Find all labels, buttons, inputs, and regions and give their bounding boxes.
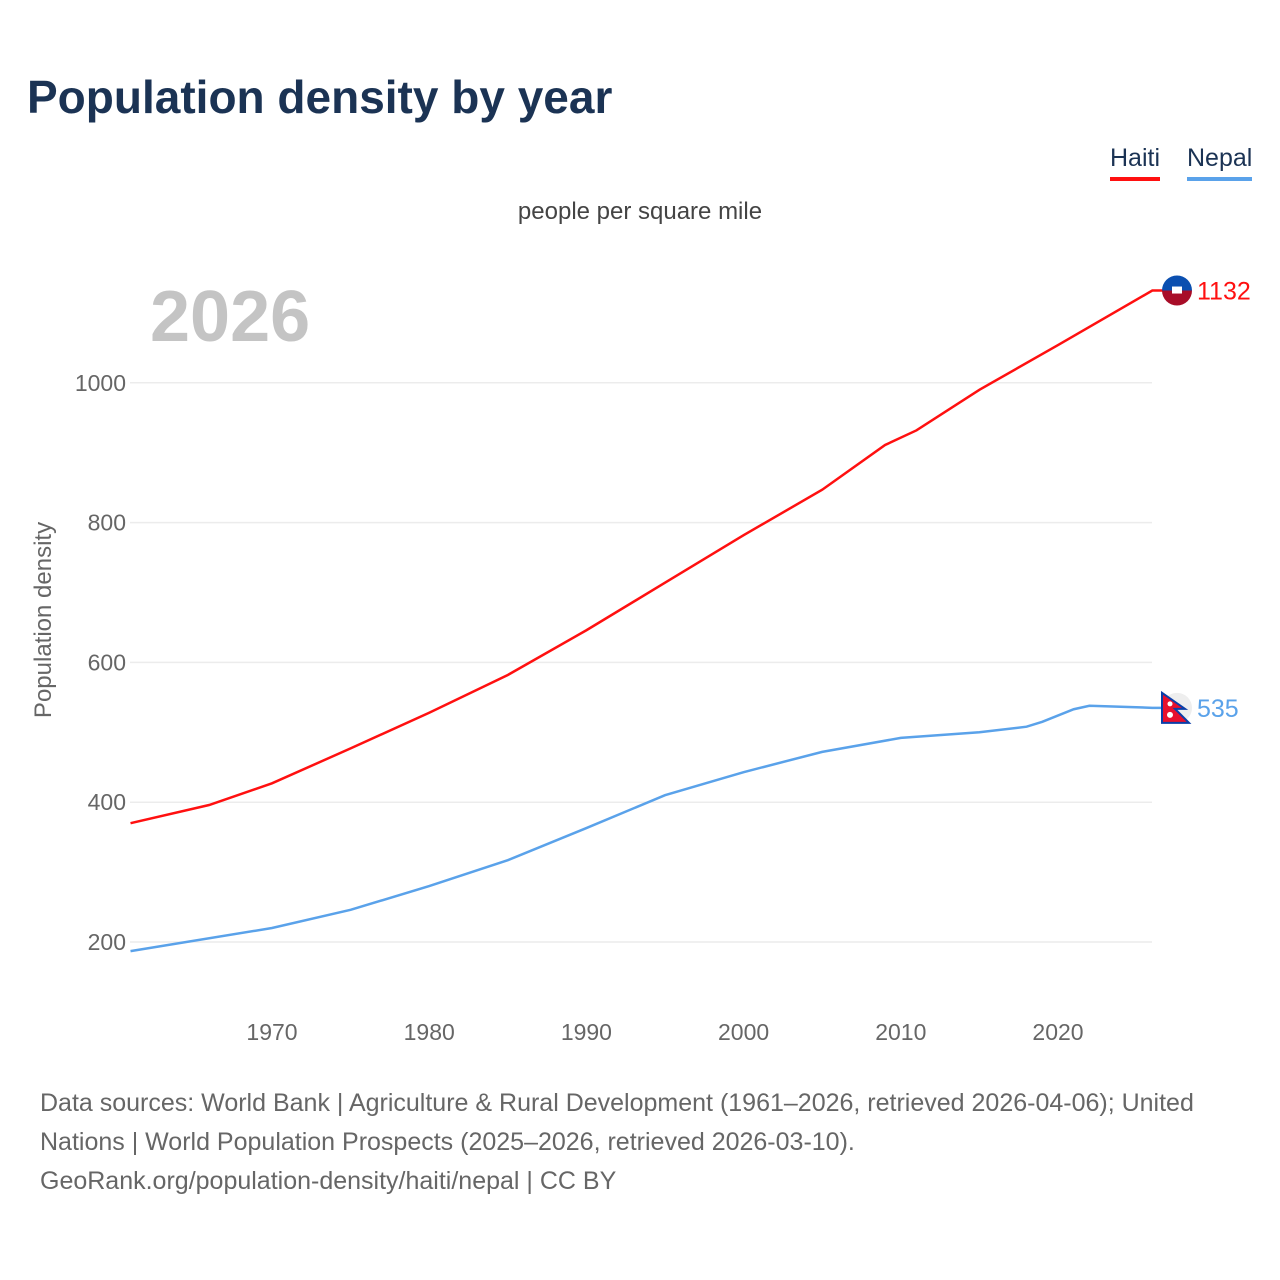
- chart-subtitle: people per square mile: [517, 198, 763, 225]
- y-tick-label: 1000: [75, 370, 126, 396]
- legend-item-haiti[interactable]: Haiti: [1110, 144, 1161, 181]
- footer-line: Nations | World Population Prospects (20…: [40, 1128, 855, 1156]
- series-line-nepal: [130, 704, 1165, 953]
- x-tick-label: 2010: [875, 1019, 926, 1045]
- x-tick-label: 2000: [718, 1019, 769, 1045]
- end-value-label-haiti: 1132: [1197, 278, 1251, 306]
- chart-title: Population density by year: [27, 71, 613, 123]
- footer-line: Data sources: World Bank | Agriculture &…: [40, 1089, 1194, 1117]
- x-tick-label: 1990: [561, 1019, 612, 1045]
- haiti-flag-icon: [1162, 275, 1192, 306]
- data-sources-footer: Data sources: World Bank | Agriculture &…: [40, 1084, 1260, 1201]
- year-watermark: 2026: [150, 277, 310, 357]
- x-tick-label: 1980: [404, 1019, 455, 1045]
- nepal-flag-icon: [1161, 690, 1192, 724]
- footer-source-link[interactable]: GeoRank.org/population-density/haiti/nep…: [40, 1167, 617, 1195]
- y-tick-label: 400: [88, 789, 126, 815]
- y-tick-label: 200: [88, 929, 126, 955]
- x-tick-label: 2020: [1032, 1019, 1083, 1045]
- end-value-label-nepal: 535: [1197, 695, 1239, 723]
- line-chart: 2026 Population density 200 400 600 800 1000…: [30, 275, 1251, 1045]
- legend-item-nepal[interactable]: Nepal: [1187, 144, 1253, 181]
- y-axis-label: Population density: [30, 522, 57, 718]
- y-tick-label: 800: [88, 510, 126, 536]
- y-tick-label: 600: [88, 649, 126, 675]
- x-tick-label: 1970: [246, 1019, 297, 1045]
- series-line-haiti: [130, 289, 1165, 825]
